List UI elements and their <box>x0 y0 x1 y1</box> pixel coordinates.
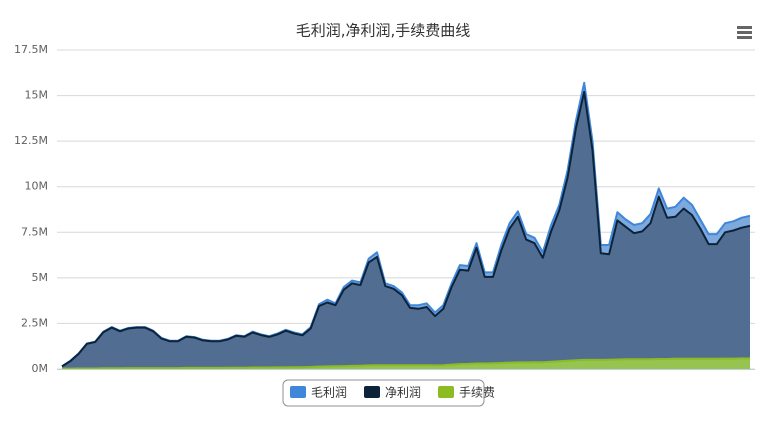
legend-swatch[interactable] <box>290 386 306 398</box>
legend-swatch[interactable] <box>438 386 454 398</box>
y-tick-label: 17.5M <box>14 43 48 56</box>
area-line <box>62 357 750 370</box>
legend-label[interactable]: 手续费 <box>459 386 495 400</box>
menu-bar[interactable] <box>737 31 752 34</box>
legend-swatch[interactable] <box>364 386 380 398</box>
y-tick-label: 12.5M <box>14 134 48 147</box>
legend-box <box>282 379 485 407</box>
legend-item[interactable]: 净利润 <box>364 386 421 400</box>
area-line <box>61 90 751 368</box>
y-tick-label: 7.5M <box>21 225 48 238</box>
y-tick-label: 0M <box>32 362 49 375</box>
menu-bar[interactable] <box>737 26 752 29</box>
legend: 毛利润 净利润 手续费 <box>282 379 495 407</box>
menu-bar[interactable] <box>737 36 752 39</box>
menu-button[interactable] <box>735 23 753 41</box>
area-fill <box>62 91 750 370</box>
y-tick-label: 10M <box>25 180 49 193</box>
y-tick-label: 2.5M <box>21 316 48 329</box>
y-tick-label: 5M <box>32 271 49 284</box>
legend-item[interactable]: 毛利润 <box>290 386 347 400</box>
legend-label[interactable]: 净利润 <box>385 386 421 400</box>
y-tick-label: 15M <box>25 89 49 102</box>
legend-label[interactable]: 毛利润 <box>311 386 347 400</box>
legend-item[interactable]: 手续费 <box>438 386 495 400</box>
chart-title: 毛利润,净利润,手续费曲线 <box>296 22 471 40</box>
